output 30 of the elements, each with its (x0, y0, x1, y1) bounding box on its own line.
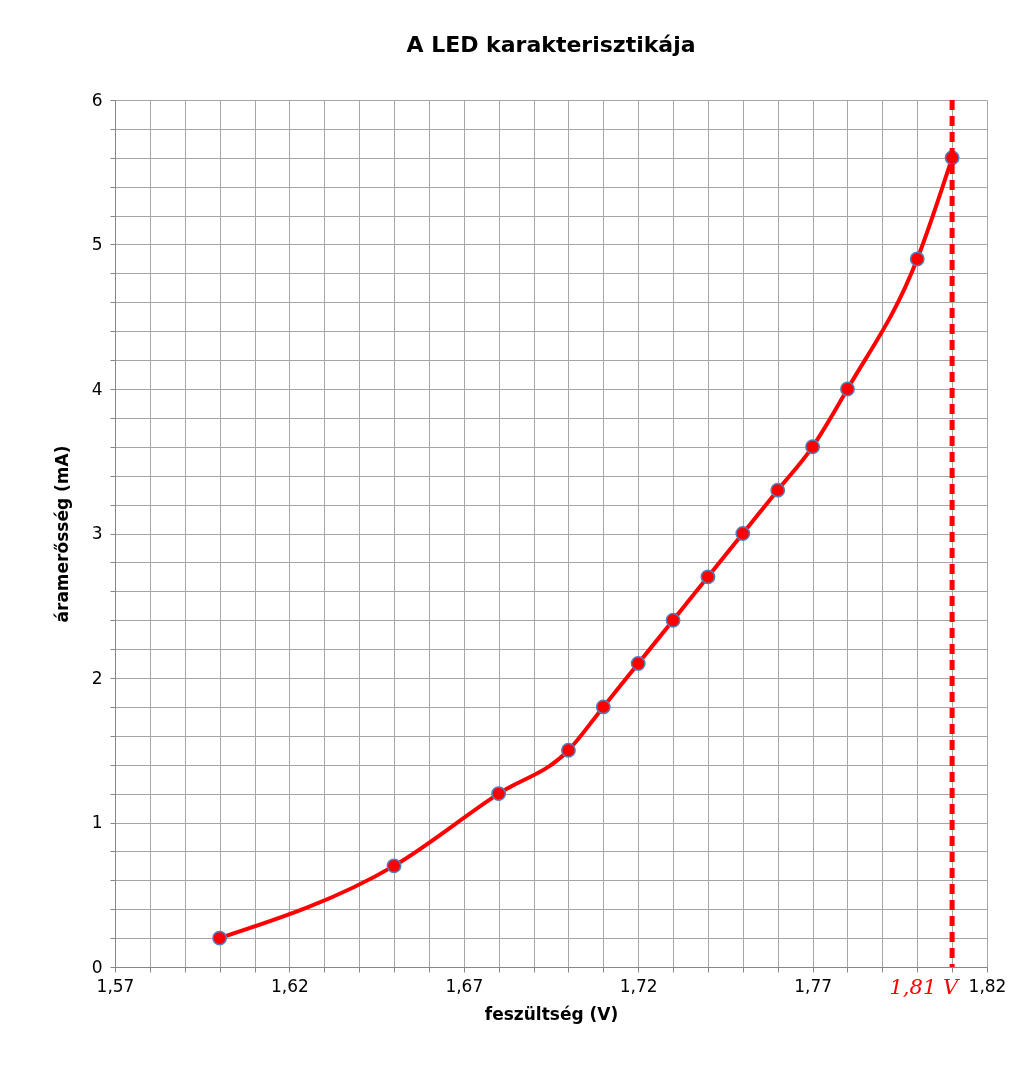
y-tick-label: 3 (91, 523, 103, 543)
y-tick-label: 5 (91, 234, 103, 254)
y-tick-label: 0 (91, 956, 103, 977)
y-tick-label: 4 (91, 378, 103, 399)
point (630, 656, 646, 671)
point (700, 569, 716, 585)
point (212, 930, 228, 946)
point (840, 381, 855, 397)
x-axis-title: feszültség (V) (484, 1003, 619, 1024)
point (770, 482, 786, 498)
point (560, 742, 576, 758)
point (665, 612, 681, 628)
point (491, 786, 507, 802)
x-tick-label: 1,72 (619, 975, 658, 996)
point (735, 526, 751, 541)
ref-line-label: 1,81 V (889, 975, 960, 999)
chart-title: A LED karakterisztikája (406, 32, 696, 57)
x-tick-label: 1,82 (968, 975, 1007, 996)
x-tick-label: 1,57 (96, 975, 135, 996)
point (805, 439, 821, 455)
x-tick-label: 1,77 (794, 975, 833, 996)
y-axis-title: áramerősség (mA) (51, 445, 72, 623)
x-tick-label: 1,67 (445, 975, 484, 996)
y-tick-label: 2 (91, 667, 103, 688)
y-tick-label: 6 (91, 89, 103, 110)
y-tick-label: 1 (91, 812, 103, 832)
point (595, 699, 611, 715)
point (909, 251, 925, 267)
point (386, 858, 402, 874)
x-tick-label: 1,62 (270, 975, 309, 996)
